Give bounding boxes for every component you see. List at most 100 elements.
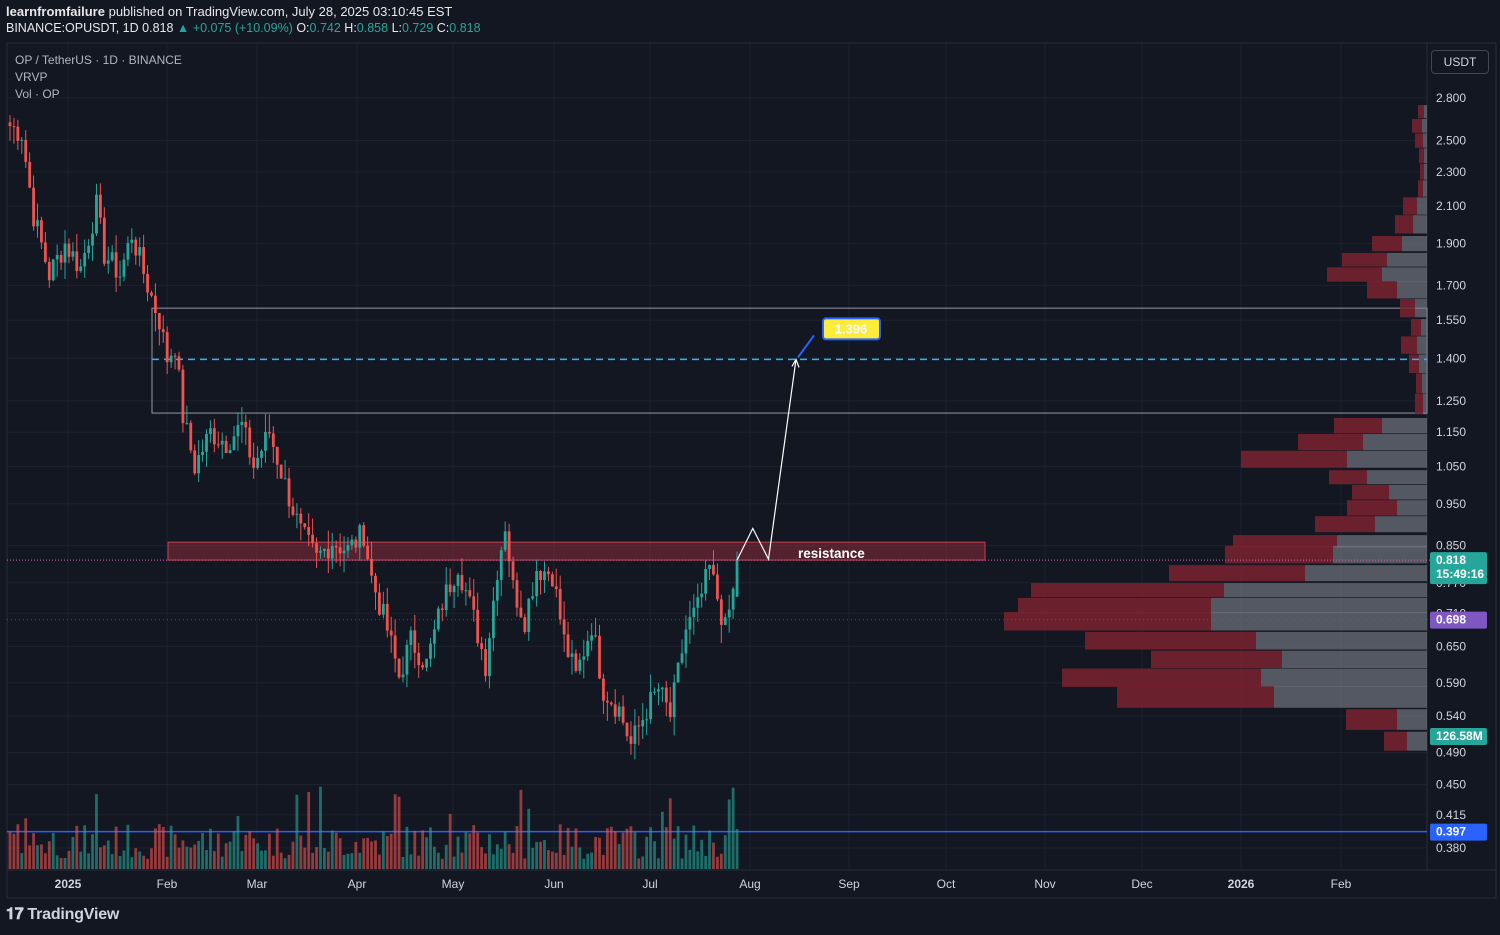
volume-bar [429,827,432,869]
candle-body [436,608,440,630]
volume-bar [330,830,334,869]
candle-body [271,433,275,447]
volume-bar [425,837,428,869]
volume-bar [260,850,263,869]
volume-bar [323,847,326,869]
candle-body [719,599,723,625]
price-axis-labels: 2.800 2.500 2.300 2.100 1.900 1.700 1.550 1.400… [1436,91,1466,855]
legend-volume[interactable]: Vol · OP [15,87,60,101]
candle-body [476,609,480,644]
price-tick-label: 1.900 [1436,237,1466,251]
volume-bar [617,844,621,869]
volume-bar [248,831,252,869]
vrvp-buy-bar [1333,545,1427,564]
volume-bar [511,852,515,869]
candle-body [688,617,692,630]
volume-bar [319,786,322,869]
candle-body [484,649,487,677]
vrvp-sell-bar [1415,393,1423,415]
volume-bar [87,853,90,869]
vrvp-buy-bar [1389,484,1427,500]
candle-body [491,600,495,639]
volume-bar [236,816,240,869]
vrvp-sell-bar [1004,612,1211,631]
volume-bar [566,828,570,869]
volume-bar [338,838,342,869]
candle-body [291,506,295,515]
candle-body [613,704,617,717]
time-tick-label: Aug [739,877,760,891]
vrvp-sell-bar [1372,236,1402,252]
volume-bar [700,839,704,869]
volume-bar [346,853,350,869]
tradingview-logo[interactable]: 𝟏𝟕 TradingView [6,906,119,924]
volume-tag-bg [1430,728,1487,745]
vrvp-buy-bar [1382,267,1427,282]
volume-bar [71,837,75,869]
legend-vrvp[interactable]: VRVP [15,70,48,84]
candle-body [503,531,507,551]
volume-bar [59,857,63,869]
candle-body [444,584,448,610]
candle-body [405,644,409,675]
candle-body [338,547,342,554]
volume-bar [582,858,586,869]
vrvp-buy-bar [1423,393,1427,415]
author-name[interactable]: learnfromfailure [6,4,105,19]
candle-body [295,513,299,515]
price-tick-label: 2.500 [1436,134,1466,148]
volume-bar [374,840,377,869]
volume-bar [550,851,554,869]
last-price-tag-text: 0.818 [1436,553,1466,567]
candle-body [346,545,350,551]
vrvp-buy-bar [1419,354,1427,373]
legend-pair[interactable]: OP / TetherUS · 1D · BINANCE [15,53,182,67]
volume-bar [287,854,291,869]
candle-body [95,194,98,234]
volume-bar [102,845,106,869]
candle-body [676,662,680,683]
prev-price-tag-text: 0.698 [1436,613,1466,627]
candle-body [260,450,263,458]
candle-body [354,539,358,548]
volume-bar [146,858,149,869]
candle-body [543,571,546,581]
candle-body [433,629,436,644]
volume-bar [161,827,165,869]
volume-bar [110,854,114,869]
candle-body [358,525,362,548]
candle-body [440,608,444,610]
candle-body [157,312,161,330]
volume-bar [637,858,641,869]
volume-bar [731,787,735,869]
candle-body [264,431,267,451]
candle-body [350,539,354,546]
volume-bar [519,789,523,869]
candle-body [590,635,594,641]
volume-bar [598,837,601,869]
currency-unit-button[interactable]: USDT [1431,50,1489,74]
candle-body [102,217,106,264]
volume-bar [393,794,397,869]
tv-logo-icon: 𝟏𝟕 [6,906,24,923]
candle-body [201,451,204,456]
volume-bar [173,834,177,869]
vrvp-sell-bar [1018,597,1211,613]
vrvp-sell-bar [1367,281,1397,299]
time-tick-label: Nov [1034,877,1055,891]
candle-body [594,635,597,637]
volume-bar [75,825,79,869]
open-label: O: [296,21,310,35]
volume-bar [240,850,244,869]
volume-bar [279,852,283,869]
candle-body [397,658,401,678]
candle-body [566,634,570,657]
volume-bar [547,850,550,869]
time-tick-label: Sep [838,877,860,891]
volume-bar [244,834,248,869]
candle-body [539,570,542,581]
high-label: H: [344,21,357,35]
vrvp-buy-bar [1387,252,1427,267]
candle-body [692,607,696,618]
